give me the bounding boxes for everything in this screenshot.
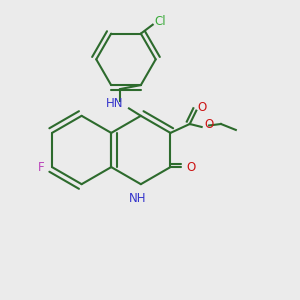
Text: F: F [38, 160, 45, 174]
Text: NH: NH [129, 192, 147, 205]
Text: O: O [198, 101, 207, 114]
Text: HN: HN [106, 98, 123, 110]
Text: O: O [187, 160, 196, 174]
Text: Cl: Cl [154, 15, 166, 28]
Text: O: O [205, 118, 214, 131]
